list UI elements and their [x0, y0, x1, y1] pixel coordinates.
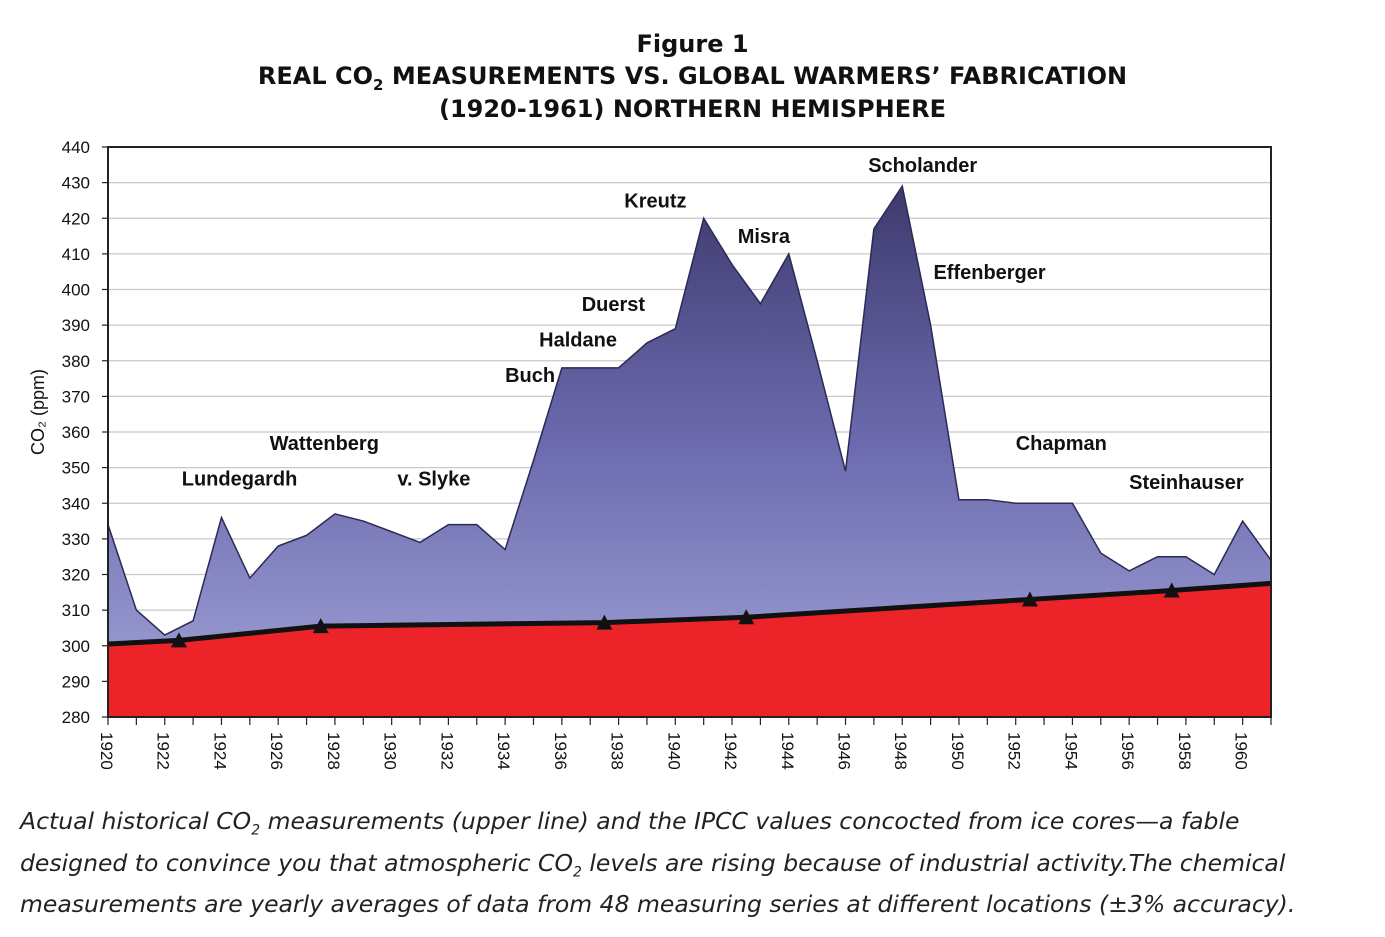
y-tick-label-340: 340	[62, 494, 90, 513]
ice-core-marker-5	[1163, 582, 1180, 598]
x-tick-label-1946: 1946	[835, 732, 854, 770]
x-tick-label-1926: 1926	[267, 732, 286, 770]
x-tick-label-1960: 1960	[1232, 732, 1251, 770]
y-tick-label-400: 400	[62, 281, 90, 300]
figure-title-sub: 2	[373, 76, 384, 94]
x-tick-label-1950: 1950	[948, 732, 967, 770]
annotation-effenberger: Effenberger	[933, 262, 1045, 284]
ice-core-marker-0	[170, 632, 187, 648]
annotation-scholander: Scholander	[868, 155, 977, 177]
annotation-v-slyke: v. Slyke	[397, 468, 470, 490]
y-axis: 280 290 300 310 320 330 340 350 360 370 380 390 400 4…	[62, 138, 108, 727]
y-tick-label-320: 320	[62, 566, 90, 585]
caption-sub-1: 2	[251, 822, 261, 839]
y-tick-label-420: 420	[62, 209, 90, 228]
annotation-duerst: Duerst	[582, 294, 646, 316]
y-tick-label-310: 310	[62, 601, 90, 620]
caption-part-2: measurements (upper line) and the IPCC v…	[20, 807, 1240, 877]
x-tick-label-1936: 1936	[551, 732, 570, 770]
x-tick-label-1922: 1922	[154, 732, 173, 770]
x-axis: 1920 1922 1924 1926 1928 1930 1932 1934 1936 1938…	[97, 717, 1272, 770]
annotation-haldane: Haldane	[539, 330, 617, 352]
figure-caption: Actual historical CO2 measurements (uppe…	[20, 805, 1320, 920]
figure-title-post: MEASUREMENTS VS. GLOBAL WARMERS’ FABRICA…	[383, 62, 1128, 90]
ice-core-marker-4	[1021, 591, 1038, 607]
annotation-chapman: Chapman	[1016, 433, 1107, 455]
y-tick-label-290: 290	[62, 672, 90, 691]
chemical-measurements-line	[107, 184, 1272, 636]
x-tick-label-1930: 1930	[381, 732, 400, 770]
y-tick-label-410: 410	[62, 245, 90, 264]
y-tick-label-390: 390	[62, 316, 90, 335]
ice-core-marker-2	[596, 614, 613, 630]
ice-core-marker-1	[312, 618, 329, 634]
x-tick-label-1954: 1954	[1061, 732, 1080, 770]
chemical-measurements-area	[108, 186, 1271, 717]
annotations: Lundegardh Wattenberg v. Slyke Buch Haldane D…	[182, 155, 1244, 494]
x-tick-label-1924: 1924	[210, 732, 229, 770]
y-axis-label: CO₂ (ppm)	[28, 369, 48, 455]
y-tick-label-360: 360	[62, 423, 90, 442]
co2-chart: 280 290 300 310 320 330 340 350 360 370 380 390 400 4…	[28, 138, 1272, 770]
x-tick-label-1956: 1956	[1118, 732, 1137, 770]
y-tick-label-380: 380	[62, 352, 90, 371]
x-tick-label-1952: 1952	[1005, 732, 1024, 770]
y-tick-label-440: 440	[62, 138, 90, 157]
figure-title-pre: REAL CO	[257, 62, 374, 90]
y-tick-label-300: 300	[62, 637, 90, 656]
ice-core-line	[107, 580, 1272, 647]
x-tick-label-1928: 1928	[324, 732, 343, 770]
ice-core-markers	[170, 582, 1180, 648]
y-tick-label-430: 430	[62, 174, 90, 193]
x-tick-label-1948: 1948	[891, 732, 910, 770]
caption-part-1: Actual historical CO	[20, 807, 252, 835]
annotation-buch: Buch	[505, 365, 555, 387]
figure-subtitle: (1920-1961) NORTHERN HEMISPHERE	[438, 95, 947, 123]
ice-core-marker-3	[738, 609, 755, 625]
x-tick-label-1920: 1920	[97, 732, 116, 770]
y-tick-label-330: 330	[62, 530, 90, 549]
x-tick-label-1944: 1944	[778, 732, 797, 770]
annotation-wattenberg: Wattenberg	[270, 433, 379, 455]
caption-sub-2: 2	[572, 864, 582, 881]
x-tick-label-1938: 1938	[608, 732, 627, 770]
y-tick-label-280: 280	[62, 708, 90, 727]
figure-title: REAL CO2 MEASUREMENTS VS. GLOBAL WARMERS…	[0, 62, 1385, 94]
x-tick-label-1932: 1932	[437, 732, 456, 770]
annotation-kreutz: Kreutz	[624, 191, 686, 213]
x-tick-label-1958: 1958	[1175, 732, 1194, 770]
x-tick-label-1942: 1942	[721, 732, 740, 770]
annotation-lundegardh: Lundegardh	[182, 468, 298, 490]
y-tick-label-350: 350	[62, 459, 90, 478]
caption-part-3: levels are rising because of industrial …	[20, 848, 1296, 919]
x-tick-label-1934: 1934	[494, 732, 513, 770]
figure-number: Figure 1	[636, 30, 749, 58]
annotation-misra: Misra	[738, 226, 791, 248]
annotation-steinhauser: Steinhauser	[1129, 472, 1244, 494]
ice-core-area	[108, 583, 1271, 717]
x-tick-label-1940: 1940	[664, 732, 683, 770]
y-tick-label-370: 370	[62, 387, 90, 406]
